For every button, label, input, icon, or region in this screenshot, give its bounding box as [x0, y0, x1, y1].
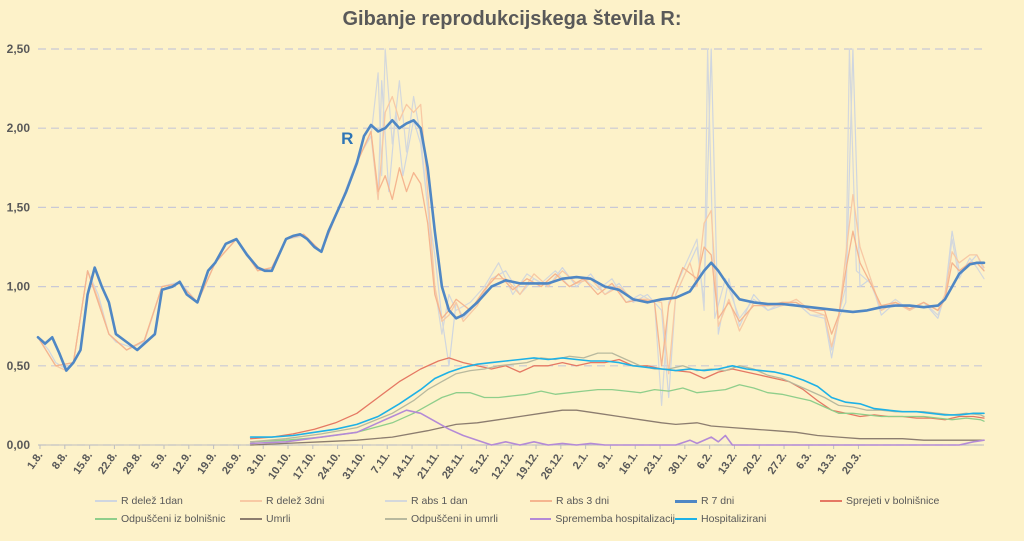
legend-swatch	[240, 518, 262, 520]
legend-label: R abs 3 dni	[556, 495, 610, 507]
x-tick-label: 16.1.	[617, 450, 641, 477]
series-line-sprejeti-v-bolnisnice	[249, 357, 985, 440]
series-line-r-delez-1dan	[37, 48, 985, 399]
series-line-umrli	[249, 409, 985, 446]
x-tick-label: 12.12.	[489, 450, 516, 482]
legend-swatch	[95, 500, 117, 502]
legend-item-hospitalizirani: Hospitalizirani	[675, 513, 820, 525]
legend-item-odpusceni-in-umrli: Odpuščeni in umrli	[385, 513, 530, 525]
legend-swatch	[385, 500, 407, 502]
x-tick-label: 30.1.	[666, 450, 690, 477]
legend-label: R delež 1dan	[121, 495, 183, 507]
x-tick-label: 28.11.	[440, 450, 467, 481]
x-tick-label: 2.1.	[571, 450, 591, 472]
x-tick-label: 5.9.	[149, 450, 169, 472]
x-tick-label: 7.11.	[369, 450, 393, 476]
legend-swatch	[530, 500, 552, 502]
legend-label: R delež 3dni	[266, 495, 325, 507]
legend-swatch	[385, 518, 407, 520]
x-tick-label: 26.9.	[220, 450, 244, 477]
x-tick-label: 1.8.	[25, 450, 45, 472]
legend-item-odpusceni-iz-bolnisnic: Odpuščeni iz bolnišnic	[95, 513, 240, 525]
x-tick-label: 20.2.	[741, 450, 765, 477]
legend-item-sprememba-hospitalizacij: Sprememba hospitalizacij	[530, 513, 675, 525]
legend-item-r-7-dni: R 7 dni	[675, 495, 820, 507]
legend-swatch	[240, 500, 262, 502]
legend-label: Hospitalizirani	[701, 513, 767, 525]
y-tick-label: 2,00	[7, 121, 31, 135]
x-tick-label: 26.12.	[539, 450, 566, 482]
legend-item-umrli: Umrli	[240, 513, 385, 525]
x-tick-label: 17.10.	[291, 450, 318, 482]
legend-label: Odpuščeni in umrli	[411, 513, 498, 525]
chart-legend: R delež 1dan R delež 3dni R abs 1 dan R abs…	[95, 495, 945, 525]
y-tick-label: 1,00	[7, 280, 31, 294]
legend-item-r-abs-3dni: R abs 3 dni	[530, 495, 675, 507]
legend-swatch	[820, 500, 842, 502]
x-tick-label: 20.3.	[840, 450, 864, 477]
legend-label: R abs 1 dan	[411, 495, 468, 507]
series-line-sprememba-hospitalizacij	[249, 409, 985, 446]
legend-swatch	[675, 499, 697, 503]
x-tick-label: 5.12.	[468, 450, 492, 477]
legend-label: Odpuščeni iz bolnišnic	[121, 513, 226, 525]
x-tick-label: 10.10.	[266, 450, 293, 482]
y-tick-label: 0,00	[7, 438, 31, 452]
x-tick-label: 29.8.	[121, 450, 145, 477]
legend-label: Sprejeti v bolnišnice	[846, 495, 940, 507]
r-annotation: R	[341, 129, 353, 148]
legend-item-sprejeti-v-bolnisnice: Sprejeti v bolnišnice	[820, 495, 965, 507]
legend-label: R 7 dni	[701, 495, 735, 507]
y-tick-label: 1,50	[7, 200, 31, 214]
series-line-odpusceni-iz-bolnisnic	[249, 384, 985, 443]
chart-title: Gibanje reprodukcijskega števila R:	[342, 8, 682, 30]
legend-label: Umrli	[266, 513, 291, 525]
series-line-r-delez-3dni	[37, 95, 985, 375]
legend-swatch	[95, 518, 117, 520]
x-tick-label: 13.2.	[716, 450, 740, 477]
y-tick-label: 2,50	[7, 42, 31, 56]
x-tick-label: 9.1.	[596, 450, 616, 472]
legend-item-r-delez-3dni: R delež 3dni	[240, 495, 385, 507]
x-tick-label: 23.1.	[642, 450, 666, 477]
x-tick-label: 22.8.	[96, 450, 120, 477]
series-line-r-7-dni	[36, 119, 986, 372]
x-tick-label: 15.8.	[71, 450, 95, 477]
x-tick-label: 6.2.	[695, 450, 715, 472]
x-tick-label: 13.3.	[815, 450, 839, 477]
legend-item-r-delez-1dan: R delež 1dan	[95, 495, 240, 507]
series-line-odpusceni-in-umrli	[249, 352, 985, 443]
x-tick-label: 3.10.	[245, 450, 269, 477]
x-tick-label: 24.10.	[316, 450, 343, 482]
y-tick-label: 0,50	[7, 359, 31, 373]
x-tick-label: 27.2.	[766, 450, 790, 477]
legend-item-r-abs-1dan: R abs 1 dan	[385, 495, 530, 507]
series-line-r-abs-1dan	[37, 48, 985, 406]
x-tick-label: 8.8.	[50, 450, 70, 472]
x-tick-label: 19.12.	[514, 450, 541, 482]
legend-label: Sprememba hospitalizacij	[555, 513, 675, 525]
x-tick-label: 14.11.	[390, 450, 417, 481]
x-tick-label: 12.9.	[170, 450, 194, 477]
legend-swatch	[530, 518, 552, 520]
x-tick-label: 21.11.	[415, 450, 442, 481]
x-tick-label: 31.10.	[340, 450, 367, 482]
series-line-r-abs-3dni	[37, 130, 985, 367]
legend-swatch	[675, 518, 697, 520]
x-tick-label: 6.3.	[794, 450, 814, 472]
x-tick-label: 19.9.	[195, 450, 219, 477]
series-line-hospitalizirani	[249, 357, 985, 438]
